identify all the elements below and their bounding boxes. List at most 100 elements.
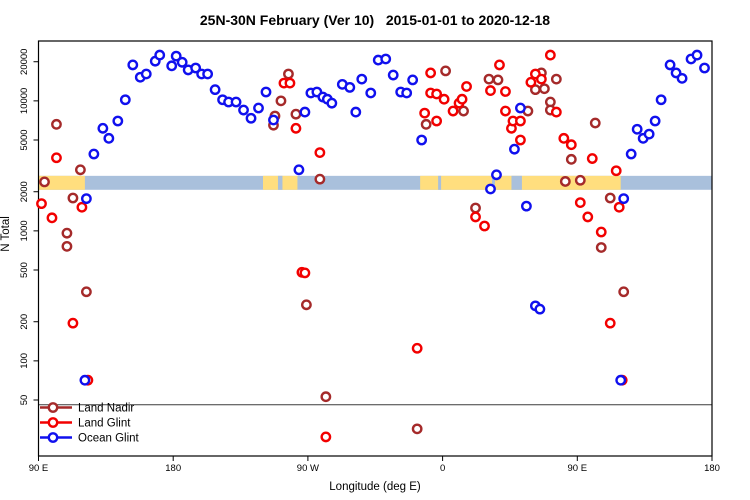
data-point-land-nadir <box>604 192 616 204</box>
data-point-ocean-glint <box>140 68 152 80</box>
data-point-land-glint <box>494 59 505 71</box>
data-point-ocean-glint <box>190 62 202 74</box>
data-point-land-nadir <box>595 242 607 253</box>
data-point-land-glint <box>284 77 296 89</box>
data-point-ocean-glint <box>401 87 413 99</box>
map-strip-land <box>38 175 85 190</box>
data-point-land-glint <box>67 317 79 329</box>
data-point-ocean-glint <box>618 193 630 205</box>
data-point-land-glint <box>500 86 511 97</box>
data-point-ocean-glint <box>260 86 272 98</box>
data-point-ocean-glint <box>534 303 546 315</box>
data-point-ocean-glint <box>326 97 338 109</box>
data-point-land-nadir <box>411 423 423 435</box>
y-tick-label: 5000 <box>19 129 30 150</box>
y-tick-label: 100 <box>19 353 30 369</box>
data-point-land-nadir <box>67 192 79 204</box>
data-point-land-glint <box>574 197 586 208</box>
data-point-ocean-glint <box>350 106 362 118</box>
data-point-ocean-glint <box>625 148 637 160</box>
x-axis-title: Longitude (deg E) <box>329 481 421 493</box>
data-point-land-glint <box>438 93 450 105</box>
data-point-land-nadir <box>61 227 73 239</box>
data-point-land-glint <box>500 105 511 117</box>
data-point-land-glint <box>479 220 490 232</box>
data-point-ocean-glint <box>380 53 392 65</box>
data-point-land-glint <box>419 107 431 119</box>
data-point-land-glint <box>613 201 625 213</box>
data-point-land-nadir <box>550 73 562 85</box>
data-point-land-glint <box>565 139 577 151</box>
data-point-ocean-glint <box>170 50 182 62</box>
data-point-land-glint <box>36 198 47 210</box>
data-point-ocean-glint <box>202 68 214 80</box>
data-point-ocean-glint <box>655 94 667 106</box>
x-tick-label: 90 E <box>29 463 49 474</box>
data-point-ocean-glint <box>176 56 188 68</box>
data-point-land-glint <box>431 115 443 127</box>
data-point-land-nadir <box>618 286 630 298</box>
data-point-ocean-glint <box>515 102 526 114</box>
data-point-ocean-glint <box>154 49 166 61</box>
data-point-ocean-glint <box>112 115 124 127</box>
data-point-ocean-glint <box>166 60 178 72</box>
data-point-land-glint <box>544 49 556 61</box>
data-point-ocean-glint <box>245 112 257 124</box>
map-strip-ocean-gap <box>277 175 283 190</box>
x-tick-label: 0 <box>440 463 445 474</box>
data-point-ocean-glint <box>631 123 643 135</box>
data-point-land-glint <box>461 81 472 92</box>
data-point-ocean-glint <box>649 115 661 127</box>
data-point-ocean-glint <box>209 84 221 96</box>
data-point-ocean-glint <box>664 59 676 71</box>
data-point-ocean-glint <box>97 122 109 134</box>
data-point-ocean-glint <box>691 49 703 61</box>
plot-border <box>37 40 713 457</box>
y-tick-label: 200 <box>19 314 30 330</box>
data-point-land-glint <box>411 342 423 354</box>
data-point-ocean-glint <box>699 62 710 74</box>
data-point-land-nadir <box>275 95 287 107</box>
data-point-land-glint <box>558 132 570 144</box>
data-point-land-glint <box>470 211 481 223</box>
data-point-ocean-glint <box>80 193 92 205</box>
data-point-ocean-glint <box>127 59 139 71</box>
data-point-land-glint <box>290 122 302 134</box>
y-tick-label: 2000 <box>19 181 30 202</box>
legend-marker <box>47 432 59 443</box>
data-point-land-glint <box>550 106 562 118</box>
data-point-land-glint <box>425 67 437 79</box>
data-point-ocean-glint <box>485 183 496 195</box>
data-point-ocean-glint <box>88 148 100 160</box>
data-point-ocean-glint <box>253 102 264 114</box>
data-point-land-nadir <box>420 118 432 130</box>
data-point-land-nadir <box>589 117 601 129</box>
data-point-land-glint <box>515 115 526 127</box>
x-tick-label: 90 W <box>297 463 319 474</box>
data-point-land-nadir <box>61 240 73 252</box>
data-point-ocean-glint <box>676 72 688 84</box>
data-point-ocean-glint <box>615 374 627 386</box>
data-point-ocean-glint <box>521 200 532 212</box>
data-point-land-glint <box>485 85 496 96</box>
x-tick-label: 90 E <box>568 463 588 474</box>
data-point-ocean-glint <box>238 104 249 116</box>
data-point-land-glint <box>76 201 88 213</box>
data-point-land-nadir <box>483 73 495 85</box>
data-point-land-nadir <box>283 68 294 80</box>
y-tick-label: 50 <box>19 395 30 406</box>
data-point-land-glint <box>447 105 459 117</box>
data-point-ocean-glint <box>299 106 311 118</box>
data-point-land-nadir <box>470 202 481 214</box>
data-point-land-glint <box>431 88 443 100</box>
data-point-ocean-glint <box>416 134 428 146</box>
data-point-ocean-glint <box>268 114 279 126</box>
legend-label: Ocean Glint <box>78 433 140 445</box>
data-point-ocean-glint <box>119 94 131 106</box>
y-tick-label: 10000 <box>19 88 30 114</box>
data-point-land-nadir <box>538 83 550 95</box>
data-point-ocean-glint <box>491 169 502 181</box>
data-point-land-nadir <box>301 299 312 311</box>
data-point-land-nadir <box>290 108 302 120</box>
